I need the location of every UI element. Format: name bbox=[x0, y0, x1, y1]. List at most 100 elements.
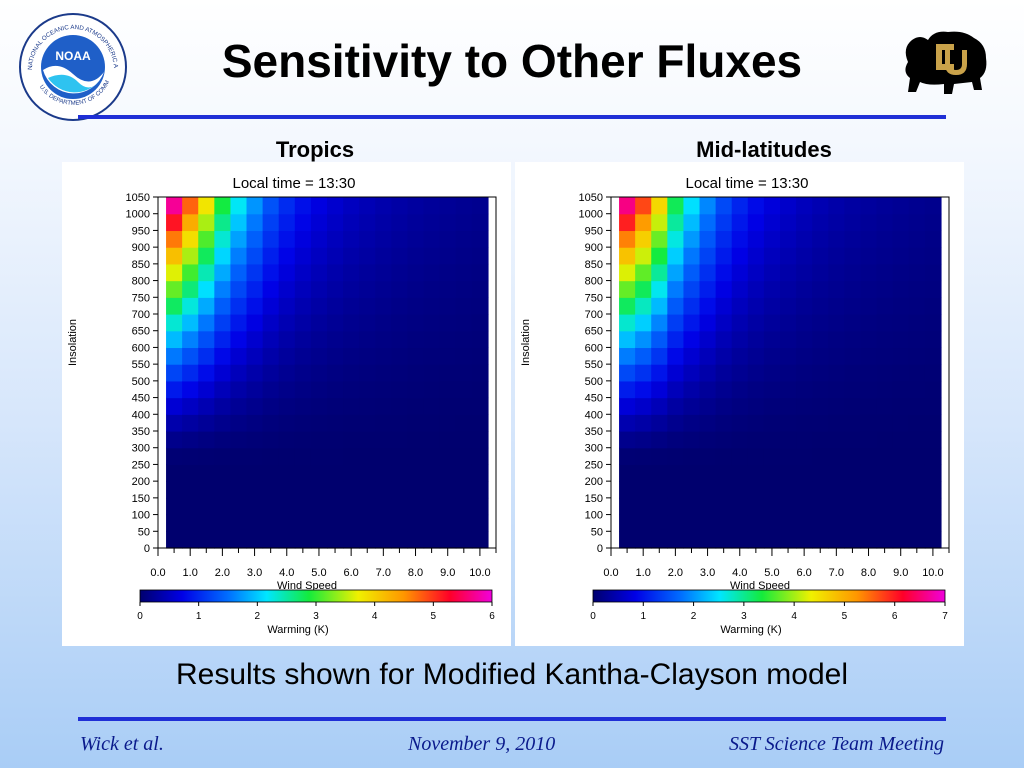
heatmap-cell bbox=[796, 531, 813, 549]
heatmap-cell bbox=[246, 464, 264, 482]
heatmap-cell bbox=[619, 447, 636, 466]
heatmap-cell bbox=[327, 414, 344, 432]
heatmap-cell bbox=[812, 414, 829, 432]
heatmap-cells bbox=[619, 197, 942, 549]
heatmap-cell bbox=[375, 380, 392, 399]
heatmap-cell bbox=[876, 447, 894, 466]
heatmap-cell bbox=[747, 364, 765, 382]
heatmap-cell bbox=[294, 531, 312, 549]
heatmap-cell bbox=[423, 263, 441, 282]
heatmap-cell bbox=[166, 330, 183, 349]
heatmap-cell bbox=[262, 431, 280, 449]
heatmap-cell bbox=[715, 197, 733, 215]
heatmap-cell bbox=[278, 197, 296, 215]
heatmap-cell bbox=[667, 247, 685, 265]
colorbar-tick-label: 3 bbox=[741, 611, 747, 622]
heatmap-cell bbox=[812, 380, 829, 399]
heatmap-cell bbox=[294, 314, 312, 332]
heatmap-cell bbox=[860, 531, 878, 549]
heatmap-cell bbox=[391, 247, 409, 265]
heatmap-cell bbox=[683, 447, 701, 466]
heatmap-cell bbox=[796, 247, 813, 265]
heatmap-cell bbox=[262, 280, 280, 298]
colorbar-tick-label: 4 bbox=[791, 611, 797, 622]
heatmap-cell bbox=[699, 247, 717, 265]
heatmap-cell bbox=[182, 481, 199, 499]
heatmap-cell bbox=[310, 481, 328, 499]
heatmap-cell bbox=[715, 263, 733, 282]
heatmap-cell bbox=[908, 197, 926, 215]
heatmap-cell bbox=[423, 447, 441, 466]
noaa-label: NOAA bbox=[55, 49, 91, 63]
heatmap-cell bbox=[635, 330, 652, 349]
heatmap-cell bbox=[262, 364, 280, 382]
heatmap-panel-tropics: Local time = 13:30 0 50 100 150 200 250 300 350 4… bbox=[62, 162, 511, 646]
heatmap-cell bbox=[230, 397, 248, 415]
heatmap-cell bbox=[699, 497, 717, 516]
heatmap-cell bbox=[327, 464, 344, 482]
heatmap-cell bbox=[780, 531, 797, 549]
heatmap-cell bbox=[294, 280, 312, 298]
heatmap-cell bbox=[230, 431, 248, 449]
heatmap-cell bbox=[924, 514, 942, 532]
heatmap-cell bbox=[423, 297, 441, 315]
heatmap-cell bbox=[715, 230, 733, 248]
heatmap-cell bbox=[214, 247, 232, 265]
heatmap-cell bbox=[166, 263, 183, 282]
heatmap-cell bbox=[828, 230, 845, 248]
heatmap-cell bbox=[651, 414, 668, 432]
heatmap-chart-midlatitudes: Local time = 13:300501001502002503003504… bbox=[520, 175, 950, 636]
heatmap-cell bbox=[214, 380, 232, 399]
heatmap-cell bbox=[844, 481, 862, 499]
heatmap-cell bbox=[715, 280, 733, 298]
heatmap-cell bbox=[667, 347, 685, 365]
heatmap-cell bbox=[375, 330, 392, 349]
heatmap-cell bbox=[455, 330, 473, 349]
heatmap-cell bbox=[407, 364, 425, 382]
heatmap-cell bbox=[828, 347, 845, 365]
heatmap-cell bbox=[343, 514, 360, 532]
heatmap-cell bbox=[262, 481, 280, 499]
heatmap-cell bbox=[294, 514, 312, 532]
heatmap-cell bbox=[310, 330, 328, 349]
heatmap-cell bbox=[747, 464, 765, 482]
heatmap-cell bbox=[683, 514, 701, 532]
top-rule bbox=[78, 115, 946, 119]
heatmap-cell bbox=[439, 364, 457, 382]
chart-title: Local time = 13:30 bbox=[686, 175, 809, 192]
heatmap-cell bbox=[166, 447, 183, 466]
heatmap-cell bbox=[715, 414, 733, 432]
heatmap-cell bbox=[166, 247, 183, 265]
heatmap-cell bbox=[763, 247, 781, 265]
heatmap-cell bbox=[375, 247, 392, 265]
heatmap-cell bbox=[375, 464, 392, 482]
heatmap-cell bbox=[844, 364, 862, 382]
heatmap-cell bbox=[651, 263, 668, 282]
heatmap-cell bbox=[262, 397, 280, 415]
footer-date: November 9, 2010 bbox=[408, 733, 556, 755]
heatmap-cell bbox=[844, 197, 862, 215]
heatmap-cell bbox=[731, 431, 749, 449]
heatmap-cell bbox=[860, 213, 878, 232]
heatmap-cell bbox=[683, 197, 701, 215]
heatmap-cell bbox=[166, 364, 183, 382]
heatmap-cell bbox=[812, 197, 829, 215]
heatmap-cell bbox=[455, 364, 473, 382]
heatmap-cell bbox=[876, 347, 894, 365]
heatmap-cell bbox=[796, 230, 813, 248]
x-tick-label: 5.0 bbox=[311, 567, 326, 579]
heatmap-cell bbox=[924, 314, 942, 332]
heatmap-cell bbox=[166, 481, 183, 499]
heatmap-cell bbox=[908, 230, 926, 248]
heatmap-cell bbox=[310, 431, 328, 449]
heatmap-cell bbox=[892, 481, 910, 499]
heatmap-cell bbox=[455, 481, 473, 499]
heatmap-cell bbox=[166, 347, 183, 365]
heatmap-cell bbox=[812, 431, 829, 449]
heatmap-cell bbox=[278, 397, 296, 415]
heatmap-cell bbox=[327, 280, 344, 298]
y-tick-label: 200 bbox=[585, 476, 603, 488]
heatmap-cell bbox=[471, 297, 489, 315]
y-tick-label: 400 bbox=[132, 409, 150, 421]
y-tick-label: 900 bbox=[585, 242, 603, 254]
